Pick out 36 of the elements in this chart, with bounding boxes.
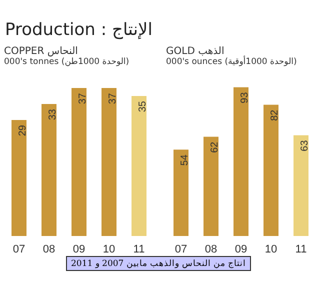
x-tick-label: 11 bbox=[133, 244, 145, 256]
data-label: 62 bbox=[210, 141, 220, 153]
x-tick-label: 10 bbox=[264, 244, 278, 256]
bar bbox=[42, 104, 56, 236]
x-tick-label: 07 bbox=[174, 244, 188, 256]
bar bbox=[264, 104, 278, 236]
data-label: 33 bbox=[48, 108, 58, 120]
x-tick-label: 09 bbox=[234, 244, 248, 256]
data-label: 63 bbox=[300, 140, 310, 152]
bar bbox=[174, 150, 188, 236]
bar bbox=[72, 88, 86, 236]
x-tick-label: 07 bbox=[12, 244, 26, 256]
y-axis-title: 000's tonnes (الوحدة 1000طن) bbox=[4, 57, 130, 67]
x-tick-label: 09 bbox=[72, 244, 86, 256]
data-label: 37 bbox=[78, 92, 88, 104]
y-axis-title: 000's ounces (الوحدة 1000أوقية) bbox=[166, 57, 298, 67]
chart-subtitle: GOLD الذهب bbox=[166, 46, 226, 57]
chart-title: Production : الإنتاج bbox=[5, 20, 152, 40]
bar bbox=[132, 96, 146, 236]
data-label: 35 bbox=[138, 100, 148, 112]
data-label: 37 bbox=[108, 92, 118, 104]
x-tick-label: 08 bbox=[204, 244, 218, 256]
bar bbox=[102, 88, 116, 236]
text: انتاج من النحاس والذهب مابين 2007 و 2011 bbox=[66, 256, 252, 271]
bar bbox=[12, 120, 26, 236]
data-label: 93 bbox=[240, 92, 250, 104]
bar bbox=[294, 135, 308, 236]
bar bbox=[234, 87, 248, 236]
chart-subtitle: COPPER النحاس bbox=[4, 46, 79, 57]
data-label: 82 bbox=[270, 109, 280, 121]
x-tick-label: 08 bbox=[42, 244, 56, 256]
x-tick-label: 10 bbox=[102, 244, 116, 256]
data-label: 54 bbox=[180, 154, 190, 166]
x-tick-label: 11 bbox=[295, 244, 307, 256]
bar bbox=[204, 136, 218, 236]
data-label: 29 bbox=[18, 124, 28, 136]
